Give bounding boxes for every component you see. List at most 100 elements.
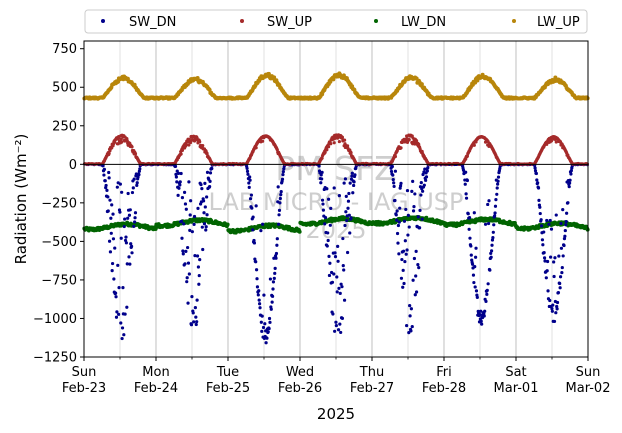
sw-dn-point	[555, 300, 560, 305]
sw-dn-point	[339, 330, 343, 335]
sw-dn-point	[256, 293, 260, 297]
sw-dn-point	[131, 186, 135, 190]
legend-label: LW_UP	[537, 15, 580, 30]
sw-dn-point	[337, 194, 341, 198]
x-tick-day-label: Wed	[286, 365, 314, 380]
sw-dn-point	[485, 292, 489, 296]
sw-dn-point	[270, 300, 274, 304]
legend-marker	[101, 19, 105, 23]
sw-dn-point	[109, 231, 113, 235]
sw-dn-point	[114, 291, 118, 295]
sw-dn-point	[267, 316, 272, 321]
sw-dn-point	[406, 233, 410, 237]
sw-dn-point	[494, 198, 498, 202]
legend-marker	[512, 19, 516, 23]
sw-dn-point	[130, 251, 134, 255]
sw-up-point	[187, 143, 191, 147]
sw-dn-point	[552, 319, 557, 324]
lw-up-point	[266, 71, 271, 76]
sw-dn-point	[395, 209, 399, 213]
sw-dn-point	[554, 213, 558, 217]
sw-dn-point	[111, 237, 116, 241]
sw-dn-point	[340, 285, 344, 289]
sw-dn-point	[125, 305, 129, 309]
sw-dn-point	[424, 178, 428, 182]
sw-dn-point	[484, 299, 488, 303]
sw-dn-point	[252, 238, 256, 243]
sw-dn-point	[486, 202, 490, 207]
sw-dn-point	[255, 285, 260, 289]
sw-dn-point	[204, 225, 208, 229]
sw-dn-point	[321, 208, 325, 212]
sw-dn-point	[550, 307, 554, 311]
sw-dn-point	[277, 213, 281, 217]
sw-dn-point	[336, 328, 341, 332]
sw-dn-point	[108, 250, 113, 254]
sw-dn-point	[264, 341, 268, 345]
sw-dn-point	[117, 312, 121, 316]
legend-box	[84, 9, 588, 34]
sw-dn-point	[558, 281, 562, 286]
sw-dn-point	[106, 209, 110, 213]
sw-dn-point	[201, 199, 206, 203]
sw-dn-point	[490, 243, 494, 247]
y-tick-label: −500	[41, 235, 77, 250]
sw-dn-point	[485, 288, 489, 292]
sw-dn-point	[495, 186, 499, 190]
sw-dn-point	[273, 271, 277, 275]
sw-dn-point	[353, 173, 357, 177]
sw-dn-point	[489, 249, 494, 253]
sw-dn-point	[204, 228, 208, 232]
sw-dn-point	[469, 253, 473, 257]
sw-dn-point	[421, 172, 425, 177]
sw-dn-point	[200, 225, 204, 229]
sw-dn-point	[340, 316, 345, 320]
sw-dn-point	[205, 195, 209, 199]
sw-dn-point	[260, 314, 264, 318]
sw-dn-point	[342, 268, 346, 272]
sw-dn-point	[389, 169, 394, 174]
sw-dn-point	[107, 239, 112, 243]
sw-dn-point	[187, 180, 191, 184]
sw-dn-point	[270, 294, 275, 298]
sw-dn-point	[247, 185, 251, 190]
watermark-line-2: LAB MICRO - IAG USP	[208, 188, 463, 216]
sw-up-point	[189, 140, 193, 145]
sw-dn-point	[406, 213, 410, 217]
sw-dn-point	[335, 275, 339, 279]
sw-dn-point	[491, 235, 495, 240]
sw-dn-point	[407, 225, 411, 229]
sw-dn-point	[245, 169, 250, 173]
sw-dn-point	[177, 186, 181, 190]
x-tick-day-label: Sun	[576, 365, 601, 380]
sw-dn-point	[560, 270, 564, 275]
sw-dn-point	[402, 249, 406, 253]
sw-up-point	[179, 152, 183, 156]
sw-up-point	[120, 140, 124, 144]
sw-dn-point	[470, 262, 475, 266]
sw-dn-point	[194, 322, 198, 327]
sw-dn-point	[181, 249, 185, 253]
sw-dn-point	[331, 312, 335, 316]
sw-dn-point	[396, 223, 401, 228]
sw-up-point	[261, 139, 265, 143]
sw-dn-point	[542, 250, 546, 255]
sw-dn-point	[478, 312, 482, 317]
sw-dn-point	[496, 182, 500, 186]
sw-dn-point	[329, 206, 333, 210]
sw-dn-point	[395, 218, 399, 222]
sw-dn-point	[496, 175, 501, 179]
sw-up-point	[180, 148, 185, 152]
sw-dn-point	[493, 211, 497, 215]
sw-dn-point	[419, 180, 423, 185]
sw-dn-point	[488, 268, 492, 272]
sw-dn-point	[135, 181, 139, 185]
sw-dn-point	[122, 333, 126, 337]
sw-dn-point	[474, 246, 478, 250]
sw-dn-point	[248, 175, 252, 179]
sw-dn-point	[402, 219, 407, 223]
sw-dn-point	[548, 298, 552, 303]
sw-dn-point	[533, 166, 537, 170]
sw-dn-point	[471, 273, 476, 277]
sw-dn-point	[137, 169, 141, 173]
